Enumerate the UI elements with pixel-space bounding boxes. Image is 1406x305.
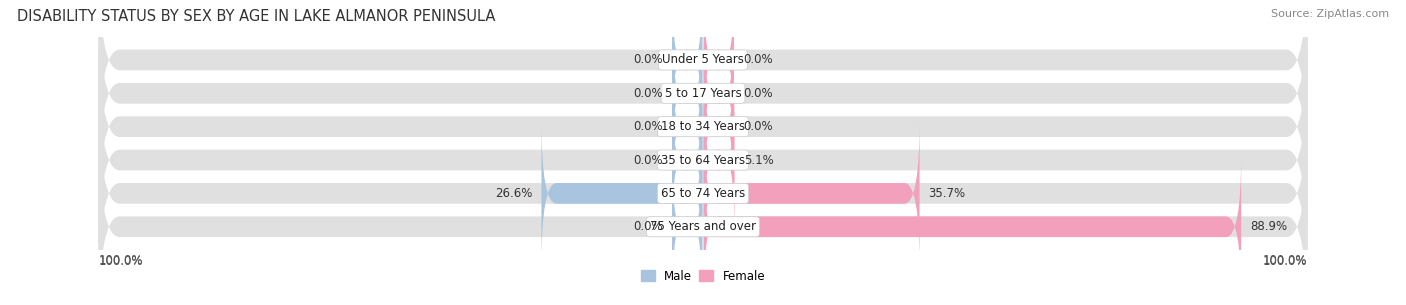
Text: 100.0%: 100.0% (1263, 255, 1308, 268)
Text: 100.0%: 100.0% (98, 255, 143, 268)
Text: 0.0%: 0.0% (633, 220, 664, 233)
Text: 0.0%: 0.0% (742, 120, 773, 133)
Text: 100.0%: 100.0% (1263, 254, 1308, 267)
Text: 5 to 17 Years: 5 to 17 Years (665, 87, 741, 100)
Text: 100.0%: 100.0% (98, 254, 143, 267)
Text: 75 Years and over: 75 Years and over (650, 220, 756, 233)
FancyBboxPatch shape (672, 154, 702, 300)
FancyBboxPatch shape (704, 120, 920, 267)
Text: 65 to 74 Years: 65 to 74 Years (661, 187, 745, 200)
Text: 0.0%: 0.0% (633, 153, 664, 167)
FancyBboxPatch shape (672, 54, 702, 200)
Text: 35.7%: 35.7% (928, 187, 966, 200)
Text: 35 to 64 Years: 35 to 64 Years (661, 153, 745, 167)
Text: Source: ZipAtlas.com: Source: ZipAtlas.com (1271, 9, 1389, 19)
Text: 0.0%: 0.0% (633, 120, 664, 133)
FancyBboxPatch shape (98, 120, 1308, 305)
Text: 0.0%: 0.0% (633, 87, 664, 100)
FancyBboxPatch shape (98, 54, 1308, 267)
Text: DISABILITY STATUS BY SEX BY AGE IN LAKE ALMANOR PENINSULA: DISABILITY STATUS BY SEX BY AGE IN LAKE … (17, 9, 495, 24)
FancyBboxPatch shape (672, 0, 702, 133)
Text: 88.9%: 88.9% (1250, 220, 1288, 233)
FancyBboxPatch shape (672, 20, 702, 166)
FancyBboxPatch shape (672, 87, 702, 233)
FancyBboxPatch shape (704, 154, 1241, 300)
FancyBboxPatch shape (98, 87, 1308, 300)
FancyBboxPatch shape (541, 120, 702, 267)
Text: 26.6%: 26.6% (495, 187, 533, 200)
FancyBboxPatch shape (98, 20, 1308, 233)
Text: 5.1%: 5.1% (744, 153, 773, 167)
Text: 0.0%: 0.0% (633, 53, 664, 66)
Text: 0.0%: 0.0% (742, 53, 773, 66)
Text: 18 to 34 Years: 18 to 34 Years (661, 120, 745, 133)
FancyBboxPatch shape (704, 54, 734, 200)
FancyBboxPatch shape (98, 0, 1308, 166)
FancyBboxPatch shape (704, 20, 734, 166)
FancyBboxPatch shape (98, 0, 1308, 200)
Text: 0.0%: 0.0% (742, 87, 773, 100)
FancyBboxPatch shape (704, 0, 734, 133)
FancyBboxPatch shape (704, 87, 734, 233)
Legend: Male, Female: Male, Female (641, 270, 765, 283)
Text: Under 5 Years: Under 5 Years (662, 53, 744, 66)
